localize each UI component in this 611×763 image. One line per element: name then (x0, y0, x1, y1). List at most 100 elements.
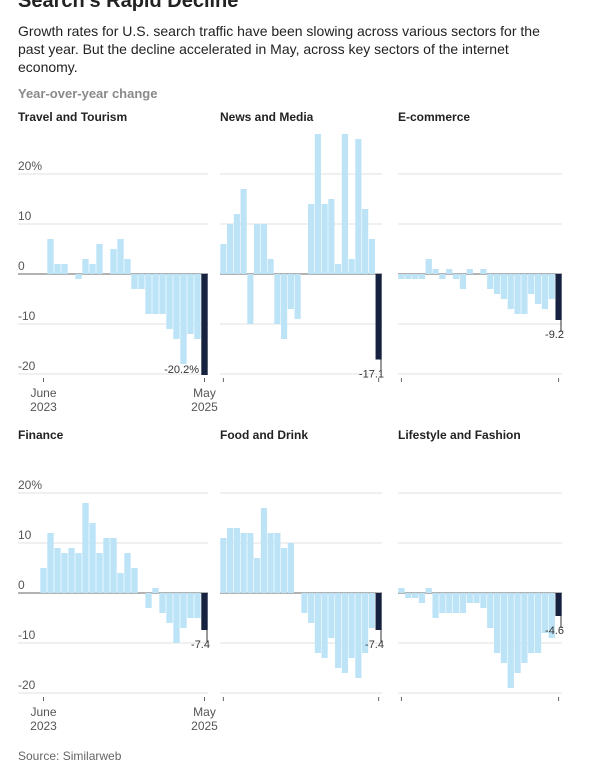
bar (362, 209, 369, 274)
bar (480, 593, 487, 608)
bar (201, 274, 208, 375)
bar (89, 264, 96, 274)
bar (89, 523, 96, 593)
bar (54, 264, 61, 274)
bar (348, 259, 355, 274)
bar (555, 274, 562, 320)
bar (335, 593, 342, 668)
bar (368, 239, 375, 274)
bar (274, 533, 281, 593)
bar (541, 274, 549, 309)
bar (466, 593, 473, 603)
y-tick-label: 10 (18, 209, 32, 223)
bar (355, 139, 362, 274)
bar (521, 593, 528, 663)
bar (521, 274, 528, 314)
panel-title: News and Media (220, 110, 314, 124)
bar (40, 568, 47, 593)
bar (47, 533, 54, 593)
bar (446, 593, 453, 613)
bar (405, 274, 412, 279)
bar (61, 264, 68, 274)
bar (267, 259, 274, 274)
bar (341, 593, 348, 673)
bar (110, 538, 117, 593)
bar (201, 593, 208, 630)
bar (145, 593, 152, 608)
y-tick-label: 0 (18, 259, 25, 273)
bar (281, 548, 288, 593)
bar (321, 593, 328, 658)
bar (528, 593, 535, 653)
bar (180, 593, 187, 628)
bar (247, 533, 254, 593)
bar (124, 553, 131, 593)
source: Source: Similarweb (18, 749, 122, 763)
bar (308, 204, 315, 274)
bar (110, 249, 117, 274)
bar (287, 543, 294, 593)
bar (466, 269, 473, 274)
panel-title: Lifestyle and Fashion (398, 428, 521, 442)
bar (439, 274, 446, 279)
bar (368, 593, 375, 628)
bar (341, 134, 348, 274)
bar (287, 274, 294, 309)
x-tick-label: May 2025 (191, 386, 218, 414)
axis-label: Year-over-year change (18, 86, 158, 101)
subtitle: Growth rates for U.S. search traffic hav… (18, 23, 540, 75)
bar (180, 274, 187, 364)
x-tick-label: June 2023 (30, 386, 57, 414)
bar (103, 538, 110, 593)
bar (534, 274, 542, 304)
x-tick-label: May 2025 (191, 705, 218, 733)
bar (173, 593, 180, 643)
bar (459, 274, 467, 289)
bar (47, 239, 54, 274)
bar (260, 508, 267, 593)
bar (411, 274, 419, 279)
panel-title: E-commerce (398, 110, 470, 124)
bar (294, 274, 301, 319)
bar (159, 274, 166, 314)
bar (82, 503, 89, 593)
bar (355, 593, 362, 678)
bar (432, 593, 439, 618)
bar (411, 593, 419, 598)
bar (541, 593, 549, 633)
bar (398, 274, 405, 279)
bar (124, 259, 131, 274)
bar (254, 558, 261, 593)
bar (459, 593, 467, 613)
bar (152, 588, 159, 593)
bar (548, 593, 555, 638)
bar (314, 593, 321, 653)
y-tick-label: -20 (18, 359, 36, 373)
y-tick-label: 0 (18, 578, 25, 592)
y-tick-label: -10 (18, 628, 36, 642)
y-tick-label: 20% (18, 478, 42, 492)
bar (493, 274, 501, 294)
bar (398, 588, 405, 593)
bar (500, 593, 508, 663)
panel-title: Food and Drink (220, 428, 308, 442)
bar (82, 259, 89, 274)
bar (117, 573, 124, 593)
bar (493, 593, 501, 653)
y-tick-label: -10 (18, 309, 36, 323)
bar (152, 274, 159, 314)
bar (301, 593, 308, 613)
bar (473, 593, 480, 603)
bar (439, 593, 446, 613)
x-tick-label: June 2023 (30, 705, 57, 733)
bar (138, 274, 145, 289)
value-label: -17.1 (359, 368, 384, 380)
panel-title: Finance (18, 428, 64, 442)
bar (247, 274, 254, 324)
bar (187, 593, 194, 618)
bar (233, 528, 240, 593)
bar (96, 244, 103, 274)
bar (274, 274, 281, 324)
bar (328, 593, 335, 638)
bar (487, 274, 494, 289)
